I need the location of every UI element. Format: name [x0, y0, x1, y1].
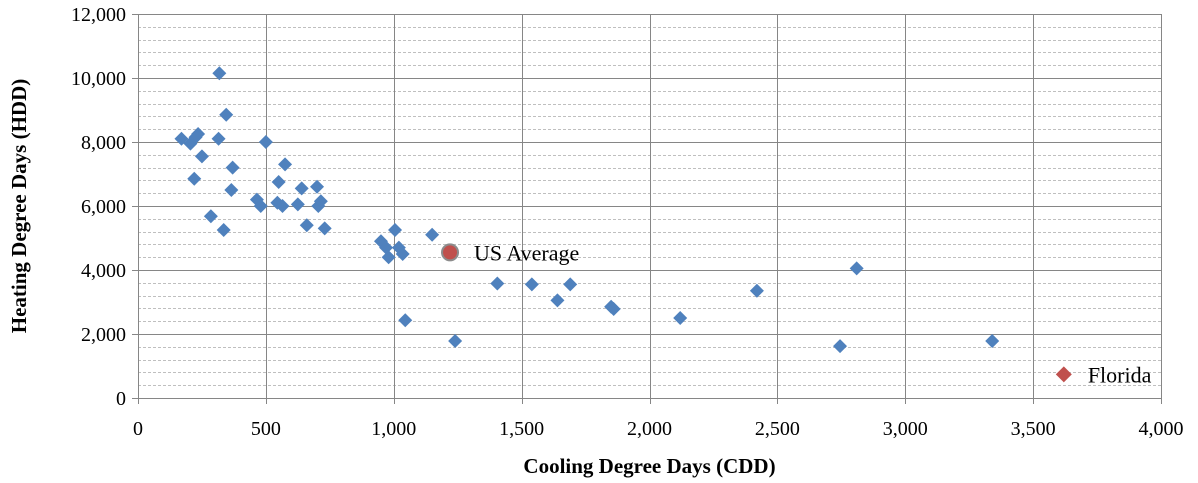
x-tick-label: 2,500	[755, 418, 800, 440]
state-point	[191, 127, 206, 141]
state-point	[194, 149, 209, 164]
y-tick-label: 10,000	[71, 68, 126, 90]
state-point	[606, 302, 621, 317]
florida-point	[1055, 366, 1072, 383]
state-point	[275, 199, 290, 213]
x-tick-label: 2,000	[627, 418, 672, 440]
state-point	[398, 313, 413, 328]
state-point	[219, 107, 234, 122]
y-tick-label: 12,000	[71, 4, 126, 26]
state-point	[294, 181, 309, 196]
y-tick-label: 4,000	[81, 260, 126, 282]
y-axis-tick-labels: 0 2,000 4,000 6,000 8,000 10,000 12,000	[71, 4, 126, 410]
state-point	[290, 197, 305, 212]
data-points	[174, 66, 1072, 383]
x-tick-label: 500	[251, 418, 281, 440]
state-point	[224, 183, 239, 197]
state-point	[563, 277, 578, 292]
x-tick-label: 0	[133, 418, 143, 440]
state-point	[985, 334, 1000, 349]
major-gridlines	[138, 14, 1162, 398]
annotations: US Average Florida	[474, 240, 1152, 387]
state-point	[203, 209, 218, 224]
state-point	[749, 283, 764, 298]
state-point	[278, 157, 293, 172]
state-point	[379, 240, 394, 255]
state-point	[381, 250, 396, 265]
state-point	[310, 179, 325, 194]
state-point	[448, 334, 463, 349]
state-point	[299, 218, 314, 233]
x-axis-title: Cooling Degree Days (CDD)	[523, 454, 775, 478]
state-point	[388, 223, 403, 237]
x-axis-tick-labels: 0 500 1,000 1,500 2,000 2,500 3,000 3,500 4,000	[133, 418, 1184, 440]
y-tick-label: 0	[116, 388, 126, 410]
us-average-label: US Average	[474, 240, 579, 265]
axes	[132, 14, 1162, 404]
state-point	[673, 311, 688, 325]
florida-label: Florida	[1088, 362, 1152, 387]
state-point	[253, 199, 268, 213]
x-tick-label: 3,000	[883, 418, 928, 440]
state-point	[395, 247, 410, 261]
state-point	[317, 221, 332, 236]
us-average-point	[441, 243, 460, 262]
x-tick-label: 4,000	[1139, 418, 1184, 440]
state-point	[225, 160, 240, 175]
y-tick-label: 6,000	[81, 196, 126, 218]
x-tick-label: 1,500	[499, 418, 544, 440]
state-point	[258, 135, 273, 149]
state-point	[271, 175, 286, 189]
state-point	[187, 171, 202, 186]
state-point	[833, 339, 848, 354]
state-point	[211, 131, 226, 146]
state-point	[550, 293, 565, 308]
y-tick-label: 2,000	[81, 324, 126, 346]
x-tick-label: 1,000	[371, 418, 416, 440]
state-point	[524, 277, 539, 292]
state-point	[212, 66, 227, 81]
state-point	[490, 276, 505, 291]
y-axis-title: Heating Degree Days (HDD)	[7, 79, 31, 333]
minor-gridlines	[138, 27, 1161, 386]
state-point	[849, 261, 864, 276]
x-tick-label: 3,500	[1011, 418, 1056, 440]
state-point	[216, 223, 231, 237]
state-point	[313, 194, 328, 209]
state-point	[425, 227, 440, 242]
y-tick-label: 8,000	[81, 132, 126, 154]
